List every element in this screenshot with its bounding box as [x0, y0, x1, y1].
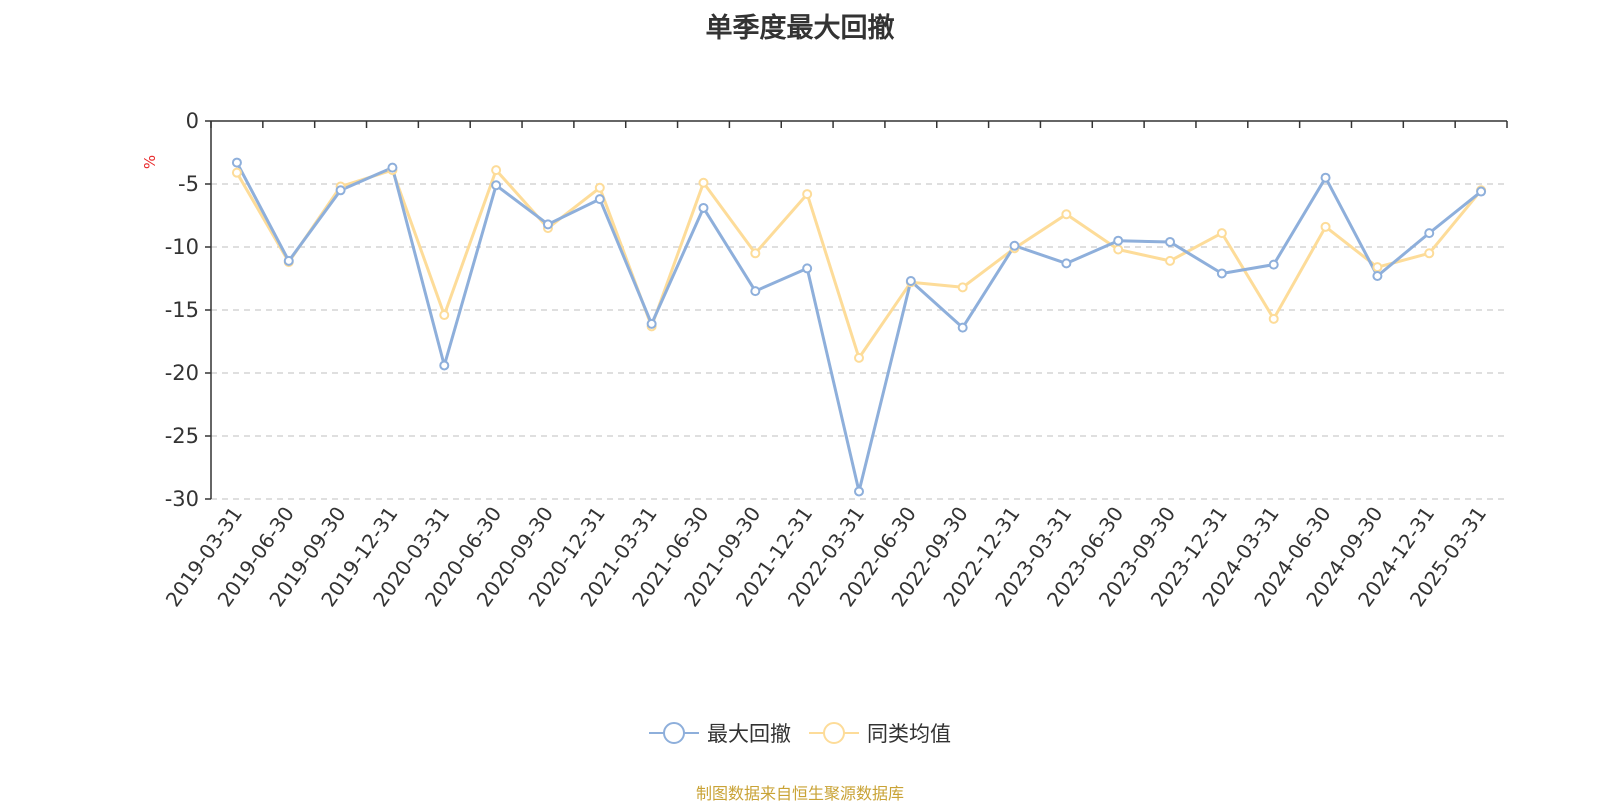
data-point[interactable] — [957, 282, 968, 293]
data-point[interactable] — [1268, 259, 1279, 270]
legend-label: 最大回撤 — [707, 722, 791, 746]
data-point[interactable] — [854, 352, 864, 363]
legend-line-circle-icon — [649, 720, 699, 746]
y-tick-label: 0 — [186, 109, 199, 133]
y-tick-label: -5 — [178, 172, 199, 196]
legend-item-peer-average[interactable]: 同类均值 — [809, 718, 951, 748]
data-point[interactable] — [1424, 228, 1435, 239]
data-point[interactable] — [1165, 236, 1176, 247]
y-tick-label: -25 — [165, 424, 199, 448]
data-point[interactable] — [1372, 262, 1383, 273]
data-point[interactable] — [698, 202, 709, 213]
data-point[interactable] — [594, 194, 605, 205]
data-point[interactable] — [439, 310, 450, 321]
data-point[interactable] — [1009, 240, 1020, 251]
data-point[interactable] — [905, 276, 916, 287]
data-source-note: 制图数据来自恒生聚源数据库 — [695, 784, 904, 803]
grid-lines — [211, 183, 1507, 500]
y-tick-label: -30 — [165, 487, 199, 511]
legend-line-circle-icon — [809, 720, 859, 746]
legend-label: 同类均值 — [867, 722, 951, 746]
data-point[interactable] — [231, 157, 242, 168]
data-point[interactable] — [957, 322, 968, 333]
data-point[interactable] — [750, 248, 761, 259]
data-point[interactable] — [283, 255, 294, 266]
data-point[interactable] — [1320, 172, 1331, 183]
data-point[interactable] — [698, 177, 709, 188]
data-point[interactable] — [491, 180, 502, 191]
series-line-1 — [235, 168, 1483, 360]
data-point[interactable] — [646, 318, 657, 329]
y-tick-label: -10 — [165, 235, 199, 259]
data-point[interactable] — [854, 486, 864, 497]
data-point[interactable] — [1165, 255, 1176, 266]
y-axis-label: % — [141, 155, 159, 169]
data-point[interactable] — [335, 185, 346, 196]
data-point[interactable] — [802, 263, 813, 274]
series-lines — [235, 161, 1483, 493]
series-line-0 — [235, 161, 1483, 493]
data-point[interactable] — [1372, 270, 1383, 281]
data-point[interactable] — [594, 182, 605, 193]
data-point[interactable] — [542, 219, 553, 230]
data-point[interactable] — [439, 360, 450, 371]
data-point[interactable] — [1216, 268, 1227, 279]
data-point[interactable] — [1424, 248, 1435, 259]
data-point[interactable] — [750, 286, 761, 297]
data-point[interactable] — [1216, 228, 1227, 239]
data-point[interactable] — [231, 167, 242, 178]
data-point[interactable] — [387, 162, 398, 173]
data-point[interactable] — [1320, 221, 1331, 232]
data-point[interactable] — [1476, 186, 1487, 197]
data-points — [231, 157, 1487, 497]
data-point[interactable] — [802, 189, 813, 200]
data-point[interactable] — [1268, 313, 1279, 324]
data-point[interactable] — [1061, 209, 1072, 220]
y-tick-label: -15 — [165, 298, 199, 322]
data-point[interactable] — [1113, 235, 1124, 246]
legend: 最大回撤 同类均值 — [0, 718, 1600, 748]
data-point[interactable] — [491, 165, 502, 176]
chart-title: 单季度最大回撤 — [705, 13, 895, 44]
data-point[interactable] — [1061, 258, 1072, 269]
y-tick-label: -20 — [165, 361, 199, 385]
legend-item-max-drawdown[interactable]: 最大回撤 — [649, 718, 791, 748]
data-point[interactable] — [1113, 244, 1124, 255]
